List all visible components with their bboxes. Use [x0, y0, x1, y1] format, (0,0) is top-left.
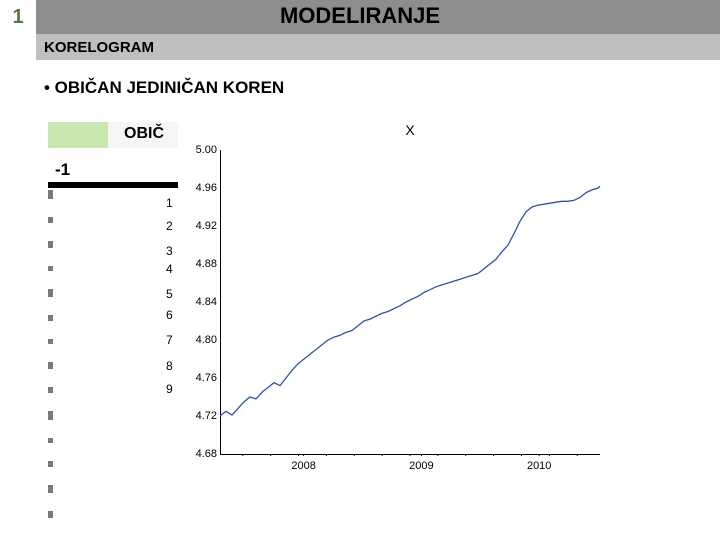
- index-number: 1: [166, 197, 173, 209]
- y-tick-label: 4.68: [187, 448, 217, 460]
- page-title: MODELIRANJE: [280, 3, 440, 29]
- chart-title: X: [405, 122, 414, 138]
- index-number: 4: [166, 263, 173, 275]
- x-tick-label: 2008: [291, 460, 315, 472]
- row-label: OBIČ: [124, 125, 164, 143]
- index-number: 6: [166, 309, 173, 321]
- x-tick-label: 2010: [527, 460, 551, 472]
- y-tick-label: 4.88: [187, 258, 217, 270]
- correlogram-tick: [48, 438, 53, 443]
- y-tick-label: 4.72: [187, 410, 217, 422]
- index-number: 3: [166, 245, 173, 257]
- correlogram-ticks: [48, 190, 56, 536]
- line-chart: [220, 150, 602, 456]
- subtitle-bar: KORELOGRAM: [36, 34, 720, 60]
- bullet-heading: • OBIČAN JEDINIČAN KOREN: [44, 78, 284, 98]
- subtitle: KORELOGRAM: [44, 39, 154, 56]
- y-tick-label: 4.92: [187, 220, 217, 232]
- y-tick-label: 4.80: [187, 334, 217, 346]
- correlogram-tick: [48, 190, 53, 199]
- correlogram-tick: [48, 511, 53, 518]
- header-bar: 1 MODELIRANJE: [0, 0, 720, 34]
- y-tick-label: 5.00: [187, 144, 217, 156]
- correlogram-tick: [48, 411, 53, 420]
- y-tick-label: 4.96: [187, 182, 217, 194]
- table-row-accent: [48, 122, 108, 148]
- correlogram-tick: [48, 387, 53, 393]
- chart-area: X 5.00 4.96 4.92 4.88 4.84 4.80 4.76 4.72 4.68 2…: [190, 122, 630, 492]
- y-tick-label: 4.76: [187, 372, 217, 384]
- index-number: 5: [166, 288, 173, 300]
- correlogram-tick: [48, 485, 53, 493]
- index-number: 2: [166, 220, 173, 232]
- correlogram-axis-bar: [48, 182, 178, 188]
- axis-minus1: -1: [55, 160, 70, 180]
- correlogram-tick: [48, 315, 53, 321]
- correlogram-tick: [48, 266, 53, 271]
- index-number: 7: [166, 334, 173, 346]
- correlogram-tick: [48, 362, 53, 369]
- correlogram-tick: [48, 339, 53, 344]
- page-number: 1: [12, 6, 23, 29]
- index-number: 9: [166, 383, 173, 395]
- correlogram-tick: [48, 289, 53, 297]
- x-tick-label: 2009: [409, 460, 433, 472]
- page-number-box: 1: [0, 0, 36, 34]
- correlogram-tick: [48, 461, 53, 467]
- index-number: 8: [166, 360, 173, 372]
- y-tick-label: 4.84: [187, 296, 217, 308]
- correlogram-tick: [48, 241, 53, 248]
- correlogram-tick: [48, 217, 53, 223]
